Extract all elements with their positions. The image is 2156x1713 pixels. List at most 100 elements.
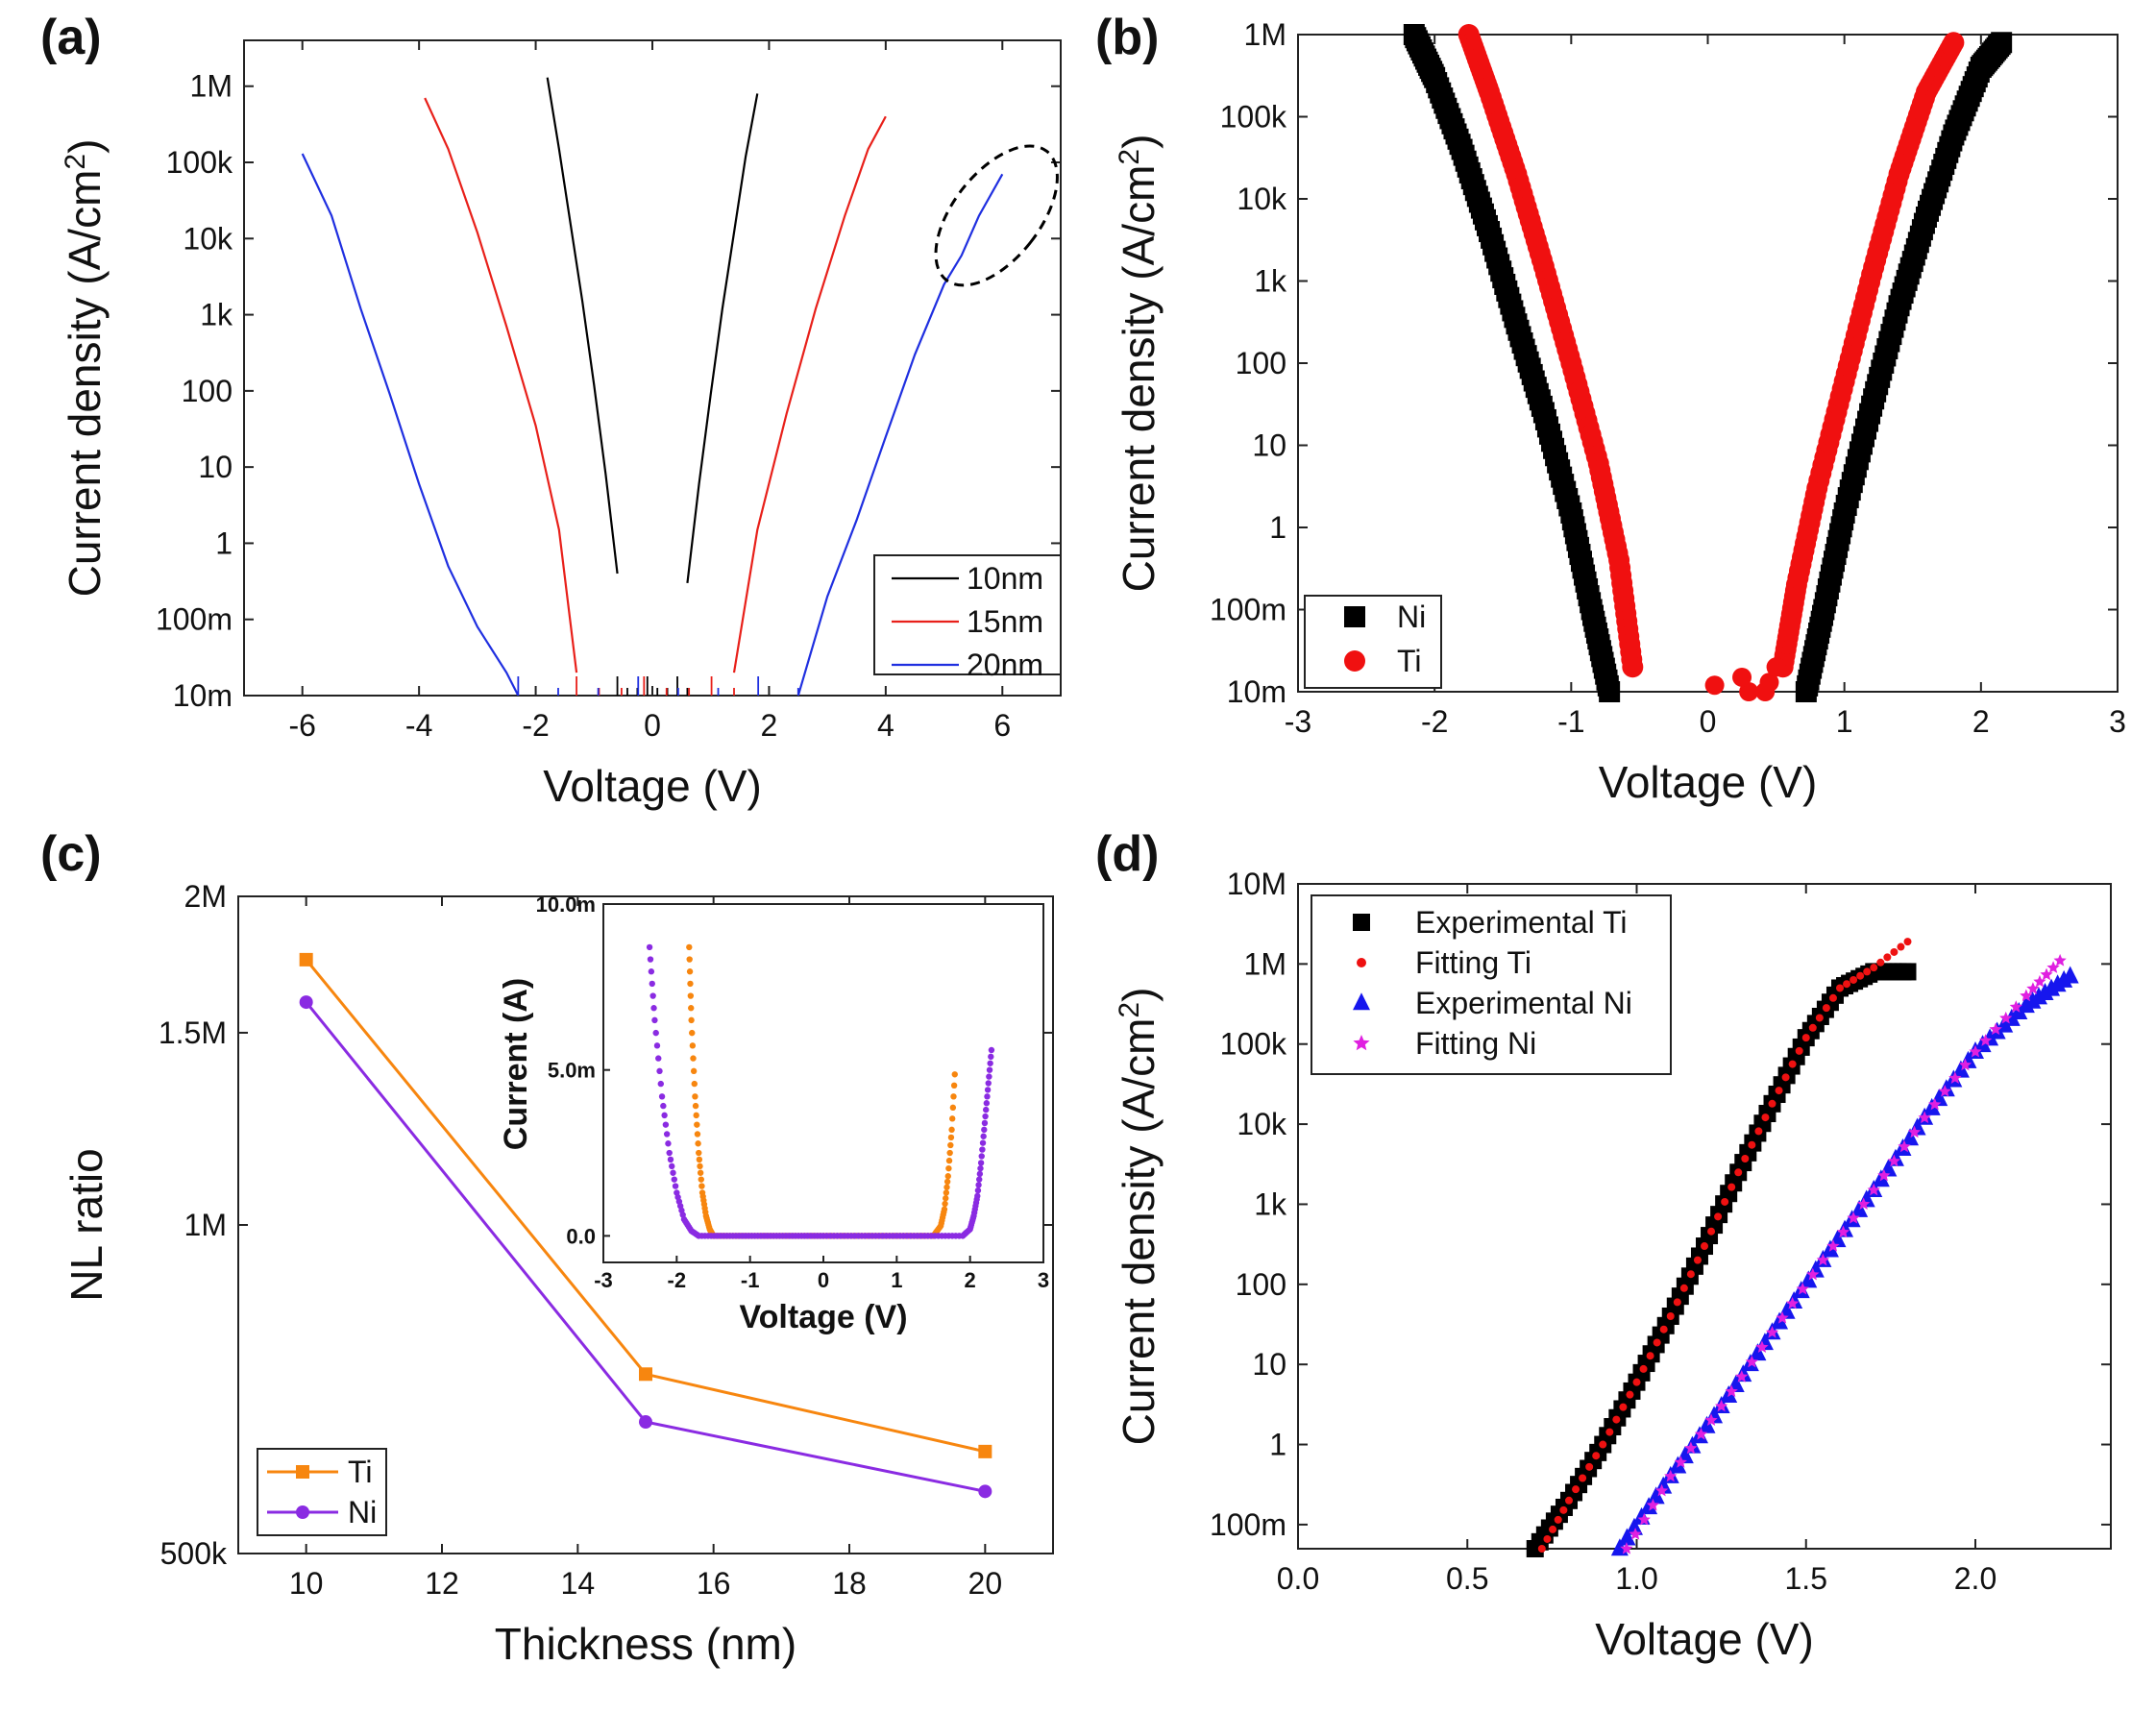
inset-point-Ni xyxy=(984,1093,991,1100)
data-point-Fitting-Ti xyxy=(1870,964,1878,972)
inset-point-Ni xyxy=(649,992,656,999)
data-point-Fitting-Ni xyxy=(1725,1384,1738,1398)
inset-point-Ti xyxy=(950,1082,958,1089)
inset-point-Ni xyxy=(979,1146,986,1153)
legend-label-Fitting-Ti: Fitting Ti xyxy=(1415,945,1531,980)
inset-point-Ni xyxy=(655,1055,662,1062)
data-point-Fitting-Ni xyxy=(1907,1125,1922,1138)
data-point-Experimental-Ni xyxy=(1800,1270,1818,1288)
data-point-Fitting-Ni xyxy=(1978,1034,1993,1046)
data-point-Fitting-Ni xyxy=(2009,1000,2022,1013)
inset-point-Ni xyxy=(666,1149,673,1157)
y-tick-label: 1M xyxy=(1244,17,1286,52)
data-point-Fitting-Ni xyxy=(1745,1355,1759,1368)
data-point-Experimental-Ti xyxy=(1899,963,1917,981)
data-point-Fitting-Ti xyxy=(1883,953,1892,962)
data-point-Fitting-Ti xyxy=(1686,1270,1695,1279)
data-point-Ni xyxy=(639,1415,652,1430)
inset-point-Ti xyxy=(943,1184,950,1190)
inset-point-Ni xyxy=(667,1156,674,1163)
series-line-20nm xyxy=(796,173,1004,696)
data-point-Experimental-Ni xyxy=(1698,1415,1716,1433)
y-tick-label: 1M xyxy=(184,1208,227,1242)
inset-point-Ni xyxy=(669,1162,675,1170)
data-point-Fitting-Ti xyxy=(1808,1023,1817,1032)
inset-point-Ni xyxy=(646,943,653,951)
data-point-Fitting-Ti xyxy=(1605,1428,1614,1436)
x-tick-label: 1.0 xyxy=(1615,1561,1657,1596)
inset-point-Ti xyxy=(943,1178,951,1186)
data-point-Fitting-Ti xyxy=(1836,984,1844,992)
data-point-Fitting-Ni xyxy=(1958,1058,1972,1071)
inset-point-Ni xyxy=(974,1187,982,1194)
inset-point-Ni xyxy=(650,1005,657,1012)
inset-point-Ni xyxy=(977,1160,985,1166)
inset-point-Ni xyxy=(980,1133,987,1139)
panel-label: (d) xyxy=(1095,826,1159,882)
inset-point-Ti xyxy=(950,1093,957,1100)
x-tick-label: 1 xyxy=(1836,704,1853,739)
x-tick-label: -2 xyxy=(1421,704,1448,739)
inset-point-Ni xyxy=(651,1016,658,1024)
y-tick-label: 100m xyxy=(1210,593,1286,627)
data-point-Fitting-Ni xyxy=(1898,1139,1911,1153)
inset-point-Ti xyxy=(697,1162,703,1170)
data-point-Fitting-Ni xyxy=(1704,1413,1718,1427)
x-tick-label: 1.5 xyxy=(1785,1561,1827,1596)
y-tick-label: 10 xyxy=(1252,428,1286,463)
data-point-Fitting-Ni xyxy=(2033,974,2046,988)
y-tick-label: 100 xyxy=(1236,1267,1286,1302)
x-tick-label: -1 xyxy=(1557,704,1584,739)
data-point-Fitting-Ti xyxy=(1554,1515,1562,1524)
data-point-Fitting-Ti xyxy=(1761,1113,1770,1122)
inset-point-Ni xyxy=(665,1140,672,1147)
inset-point-Ti xyxy=(951,1071,958,1078)
y-tick-label: 100 xyxy=(182,374,233,408)
inset-point-Ti xyxy=(689,1042,697,1049)
legend-label-Experimental-Ti: Experimental Ti xyxy=(1415,905,1628,940)
y-tick-label: 1 xyxy=(1269,1428,1286,1462)
data-point-Fitting-Ni xyxy=(1796,1282,1809,1295)
inset-point-Ni xyxy=(988,1046,995,1054)
legend-label-Ti: Ti xyxy=(1397,644,1421,678)
inset-point-Ni xyxy=(983,1106,990,1113)
inset-point-Ni xyxy=(647,956,654,963)
data-point-Fitting-Ti xyxy=(1850,975,1858,984)
data-point-Fitting-Ti xyxy=(1599,1440,1607,1449)
data-point-Fitting-Ti xyxy=(1768,1099,1776,1108)
data-point-Fitting-Ti xyxy=(1559,1505,1568,1514)
data-point-Fitting-Ni xyxy=(1877,1168,1891,1182)
legend-box xyxy=(257,1448,387,1536)
legend-swatch-Fitting-Ti xyxy=(1357,958,1366,967)
y-tick-label: 10k xyxy=(1237,182,1287,216)
x-tick-label: 20 xyxy=(968,1566,1003,1601)
data-point-Fitting-Ni xyxy=(1620,1542,1633,1554)
data-point-Ti xyxy=(1755,682,1776,701)
data-point-Fitting-Ti xyxy=(1701,1242,1708,1251)
panel-d: 0.0 0.5 1.0 1.5 2.0 100m 1 10 100 1k 10k 100k 1M 10M V… xyxy=(1095,826,2112,1664)
data-point-Ti xyxy=(1943,32,1965,54)
data-point-Fitting-Ni xyxy=(1735,1370,1749,1383)
data-point-Ni xyxy=(1991,32,2013,54)
inset-point-Ni xyxy=(671,1176,677,1183)
inset-point-Ti xyxy=(949,1104,957,1112)
data-point-Fitting-Ni xyxy=(1999,1011,2013,1024)
data-point-Ti xyxy=(1704,675,1725,696)
y-tick-label: 10 xyxy=(198,450,233,484)
data-point-Fitting-Ti xyxy=(1876,958,1885,967)
data-point-Fitting-Ti xyxy=(1537,1545,1546,1553)
data-point-Fitting-Ti xyxy=(1788,1060,1797,1068)
data-point-Fitting-Ni xyxy=(1646,1498,1660,1511)
inset-point-Ti xyxy=(695,1140,701,1147)
x-tick-label: 12 xyxy=(425,1566,459,1601)
data-point-Fitting-Ti xyxy=(1632,1378,1641,1386)
inset-point-Ni xyxy=(978,1153,985,1160)
data-point-Fitting-Ti xyxy=(1653,1338,1661,1347)
inset-point-Ti xyxy=(692,1093,698,1100)
data-point-Fitting-Ti xyxy=(1579,1474,1587,1482)
inset-point-Ni xyxy=(979,1139,987,1146)
legend-swatch-Experimental-Ni xyxy=(1353,992,1370,1011)
inset-x-axis-label: Voltage (V) xyxy=(739,1299,907,1335)
inset-point-Ti xyxy=(688,1005,695,1012)
inset-point-Ni xyxy=(974,1192,981,1200)
